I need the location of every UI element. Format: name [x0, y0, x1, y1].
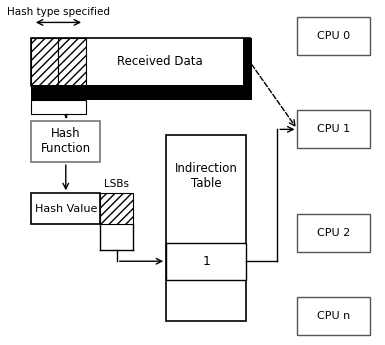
- Text: Hash type specified: Hash type specified: [7, 7, 110, 17]
- Bar: [31, 100, 86, 114]
- Bar: [298, 110, 370, 148]
- Text: CPU n: CPU n: [317, 311, 351, 321]
- Text: LSBs: LSBs: [104, 179, 129, 189]
- Bar: [31, 38, 250, 86]
- Text: CPU 1: CPU 1: [317, 125, 350, 134]
- Bar: [298, 297, 370, 335]
- Text: Hash Value: Hash Value: [35, 204, 97, 214]
- Text: Hash
Function: Hash Function: [41, 127, 91, 156]
- Bar: [31, 38, 59, 86]
- Bar: [298, 214, 370, 252]
- Bar: [166, 135, 246, 321]
- Bar: [59, 38, 86, 86]
- Bar: [31, 85, 250, 100]
- Text: CPU 0: CPU 0: [317, 31, 350, 41]
- Bar: [31, 121, 100, 162]
- Bar: [100, 193, 133, 224]
- Text: 1: 1: [202, 255, 210, 268]
- Bar: [166, 243, 246, 280]
- Text: Received Data: Received Data: [117, 55, 203, 68]
- Bar: [243, 38, 252, 100]
- Bar: [31, 193, 100, 224]
- Bar: [298, 17, 370, 55]
- Text: Indirection
Table: Indirection Table: [175, 161, 238, 189]
- Text: CPU 2: CPU 2: [317, 228, 351, 238]
